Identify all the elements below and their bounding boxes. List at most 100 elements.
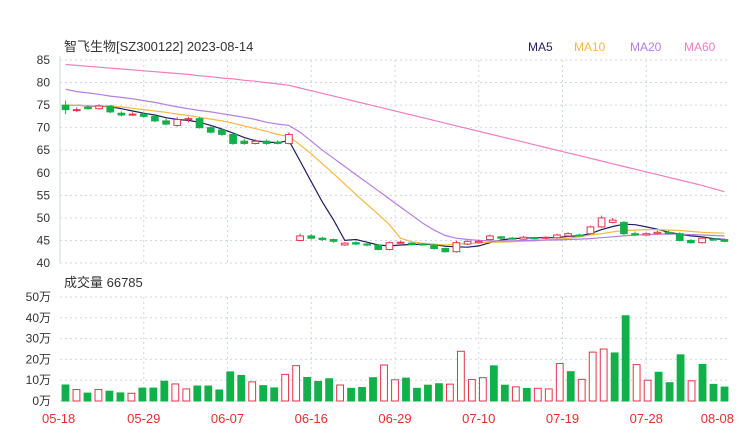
candle-body	[139, 113, 148, 117]
candle-body	[564, 233, 572, 237]
candle-body	[675, 233, 684, 241]
volume-bar	[533, 387, 542, 402]
date-tick-label: 06-07	[211, 411, 244, 426]
candle-body	[285, 133, 293, 144]
date-axis: 05-18 05-29 06-07 06-16 06-29 07-10 07-19 07-28…	[42, 411, 734, 426]
candle-body	[296, 235, 304, 241]
volume-bar	[270, 387, 279, 402]
candle-body	[441, 248, 450, 253]
candle-body	[173, 119, 182, 126]
volume-bar	[402, 377, 410, 402]
volume-bar	[676, 354, 685, 402]
volume-bar	[83, 392, 92, 402]
candle-body	[642, 233, 651, 236]
volume-bar	[500, 384, 509, 402]
volume-bars	[61, 315, 729, 402]
volume-bar	[654, 371, 663, 402]
candle-body	[709, 238, 718, 241]
candle-body	[340, 242, 349, 246]
volume-bar	[281, 373, 290, 402]
candle-body	[195, 118, 204, 129]
volume-bar	[347, 387, 355, 402]
date-tick-label: 08-08	[701, 411, 734, 426]
candle-body	[117, 112, 126, 116]
volume-bar	[215, 389, 224, 402]
volume-bar	[544, 388, 553, 402]
volume-bar	[303, 376, 312, 402]
price-y-axis: 85 80 75 70 65 60 55 50 45 40	[37, 53, 51, 270]
volume-bar	[325, 378, 334, 402]
candle-body	[597, 217, 606, 228]
price-tick-label: 65	[37, 143, 51, 157]
volume-bar	[127, 392, 136, 402]
candle-body	[329, 239, 338, 242]
candle-body	[608, 219, 617, 223]
candle-body	[273, 141, 282, 144]
volume-bar	[709, 383, 718, 402]
candle-body	[620, 221, 628, 235]
volume-tick-label: 20万	[26, 352, 51, 366]
candle-body	[687, 239, 695, 244]
date-tick-label: 07-10	[462, 411, 495, 426]
price-grid	[59, 56, 730, 264]
volume-bar	[467, 379, 476, 402]
candle-body	[575, 234, 584, 237]
volume-bar	[149, 387, 158, 402]
volume-bar	[182, 388, 191, 402]
candle-body	[452, 242, 461, 253]
price-tick-label: 45	[37, 233, 51, 247]
volume-bar	[456, 350, 465, 402]
candle-body	[720, 239, 729, 242]
candle-body	[206, 127, 215, 133]
legend-ma10: MA10	[574, 40, 606, 54]
volume-bar	[687, 380, 696, 402]
candle-body	[508, 237, 517, 240]
volume-bar	[105, 390, 114, 402]
volume-bar	[566, 371, 575, 402]
candle-body	[474, 240, 483, 244]
volume-bar	[632, 364, 641, 402]
candle-body	[541, 236, 550, 239]
volume-bar	[489, 365, 498, 402]
volume-bar	[391, 379, 399, 402]
candle-body	[352, 242, 360, 245]
price-tick-label: 55	[37, 188, 51, 202]
volume-bar	[599, 348, 608, 402]
volume-bar	[643, 379, 652, 402]
volume-bar	[588, 351, 597, 402]
volume-tick-label: 0万	[32, 394, 51, 408]
price-tick-label: 50	[37, 211, 51, 225]
volume-bar	[72, 389, 81, 402]
candle-body	[486, 235, 494, 241]
volume-bar	[204, 385, 213, 402]
volume-bar	[336, 384, 344, 402]
candle-body	[72, 109, 81, 112]
candle-body	[229, 133, 237, 144]
candle-body	[218, 129, 226, 135]
volume-bar	[116, 392, 125, 402]
volume-bar	[292, 365, 301, 402]
volume-bar	[577, 378, 586, 402]
price-tick-label: 75	[37, 98, 51, 112]
candle-body	[374, 244, 383, 250]
ma-line-ma20	[65, 88, 725, 242]
price-tick-label: 70	[37, 121, 51, 135]
volume-bar	[61, 384, 70, 402]
date-tick-label: 07-28	[630, 411, 663, 426]
candle-body	[419, 243, 427, 246]
candle-body	[184, 118, 193, 121]
candle-body	[240, 140, 249, 144]
volume-bar	[380, 364, 388, 402]
volume-bar	[160, 380, 169, 402]
volume-bar	[237, 374, 246, 402]
candle-body	[106, 105, 115, 113]
candle-body	[430, 244, 438, 250]
volume-bar	[665, 382, 674, 402]
date-tick-label: 06-16	[295, 411, 328, 426]
volume-bar	[413, 387, 421, 402]
candle-body	[318, 237, 327, 241]
candle-body	[497, 236, 505, 239]
price-tick-label: 60	[37, 166, 51, 180]
candle-body	[664, 231, 673, 235]
volume-bar	[369, 377, 377, 402]
